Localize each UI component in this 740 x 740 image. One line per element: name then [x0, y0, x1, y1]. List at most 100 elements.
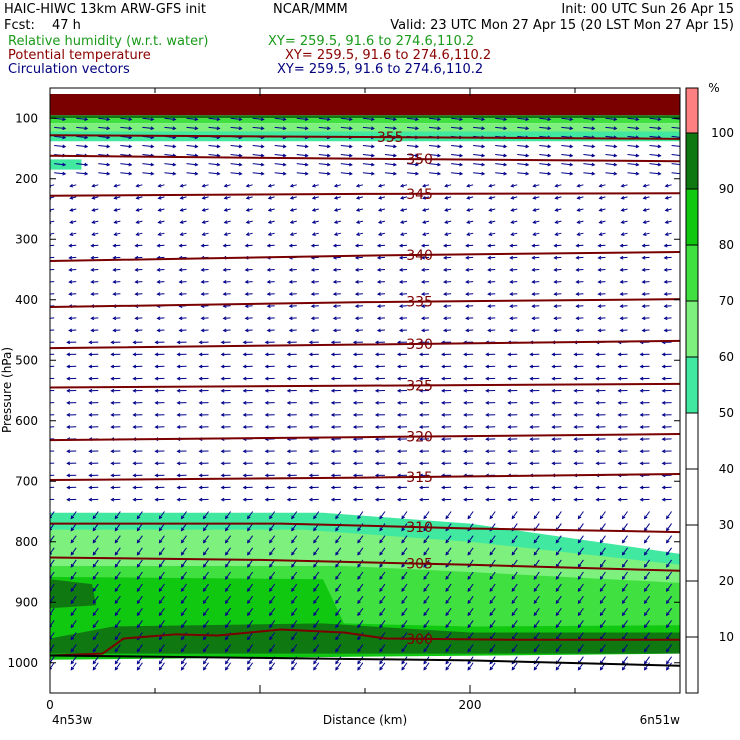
vector-arrow	[573, 376, 584, 381]
vector-arrow	[50, 498, 55, 501]
vector-arrow	[266, 243, 275, 248]
vector-arrow	[92, 662, 99, 671]
vector-arrow	[134, 267, 143, 272]
vector-arrow	[110, 449, 121, 454]
vector-arrow	[113, 183, 121, 188]
vector-arrow	[114, 644, 121, 653]
vector-arrow	[286, 497, 297, 502]
vector-arrow	[605, 153, 618, 158]
vector-arrow	[441, 352, 452, 357]
vector-arrow	[489, 571, 496, 580]
vector-arrow	[176, 400, 187, 405]
vector-arrow	[112, 292, 121, 296]
vector-arrow	[509, 328, 518, 333]
vector-arrow	[88, 461, 99, 466]
vector-arrow	[90, 267, 99, 272]
vector-arrow	[661, 388, 672, 393]
vector-arrow	[605, 162, 618, 167]
vector-arrow	[110, 364, 121, 369]
vector-arrow	[495, 144, 508, 149]
vector-arrow	[621, 571, 628, 580]
vector-arrow	[132, 413, 143, 417]
vector-arrow	[50, 365, 55, 367]
vector-arrow	[335, 511, 342, 520]
vector-arrow	[92, 656, 99, 665]
vector-arrow	[507, 400, 518, 405]
vector-arrow	[154, 461, 165, 466]
vector-arrow	[198, 400, 209, 405]
vector-arrow	[266, 328, 275, 333]
vector-arrow	[605, 144, 618, 149]
vector-arrow	[398, 280, 408, 284]
vector-arrow	[599, 571, 606, 580]
vector-arrow	[357, 662, 364, 671]
vector-arrow	[396, 400, 408, 405]
vector-arrow	[511, 595, 518, 605]
vector-arrow	[132, 352, 143, 357]
vector-arrow	[354, 255, 363, 260]
vector-arrow	[267, 220, 275, 224]
vector-arrow	[379, 620, 386, 629]
vector-arrow	[354, 292, 363, 296]
vector-arrow	[355, 220, 364, 224]
vector-arrow	[619, 304, 628, 309]
vector-arrow	[222, 243, 231, 248]
vector-arrow	[423, 583, 430, 592]
vector-arrow	[247, 511, 254, 520]
vector-arrow	[533, 535, 540, 544]
vector-arrow	[154, 473, 165, 478]
vector-arrow	[110, 485, 121, 490]
vector-arrow	[555, 547, 562, 556]
theta-contour-305	[50, 556, 680, 572]
vector-arrow	[641, 328, 650, 333]
vector-arrow	[357, 559, 364, 568]
field-name-2: Circulation vectors	[8, 62, 130, 77]
vector-arrow	[451, 171, 464, 176]
vector-arrow	[308, 376, 319, 381]
vector-arrow	[489, 595, 496, 605]
vector-arrow	[289, 195, 297, 200]
vector-arrow	[135, 183, 143, 188]
vector-arrow	[398, 328, 408, 333]
vector-arrow	[88, 485, 99, 490]
vector-arrow	[330, 413, 341, 417]
ground-line	[50, 654, 680, 667]
y-tick-label: 900	[15, 595, 38, 609]
colorbar-label-70: 70	[719, 294, 734, 308]
vector-arrow	[355, 232, 364, 236]
vector-arrow	[208, 162, 221, 167]
vector-arrow	[379, 571, 386, 580]
vector-arrow	[401, 620, 408, 629]
vector-arrow	[222, 292, 231, 296]
vector-arrow	[267, 195, 275, 200]
vector-arrow	[154, 340, 165, 345]
vector-arrow	[561, 162, 574, 167]
vector-arrow	[269, 608, 276, 617]
vector-arrow	[641, 267, 650, 272]
vector-arrow	[198, 364, 209, 369]
vector-arrow	[50, 353, 55, 355]
vector-arrow	[333, 183, 341, 188]
vector-arrow	[202, 644, 209, 653]
vector-arrow	[198, 413, 209, 417]
vector-arrow	[465, 255, 474, 260]
vector-arrow	[488, 232, 496, 236]
title-center: NCAR/MMM	[273, 2, 348, 17]
vector-arrow	[642, 220, 650, 224]
colorbar-frame	[685, 87, 699, 694]
vector-arrow	[466, 232, 474, 236]
vector-arrow	[90, 292, 99, 296]
vector-arrow	[332, 304, 341, 309]
vector-arrow	[286, 376, 297, 381]
vector-arrow	[50, 244, 55, 247]
rh-region-1	[50, 115, 680, 119]
y-tick-label: 800	[15, 535, 38, 549]
vector-arrow	[66, 461, 77, 466]
vector-arrow	[110, 473, 121, 478]
vector-arrow	[451, 144, 464, 149]
vector-arrow	[627, 162, 640, 167]
vector-arrow	[663, 267, 672, 272]
vector-arrow	[507, 388, 518, 393]
vector-arrow	[406, 153, 420, 158]
vector-arrow	[529, 388, 540, 393]
